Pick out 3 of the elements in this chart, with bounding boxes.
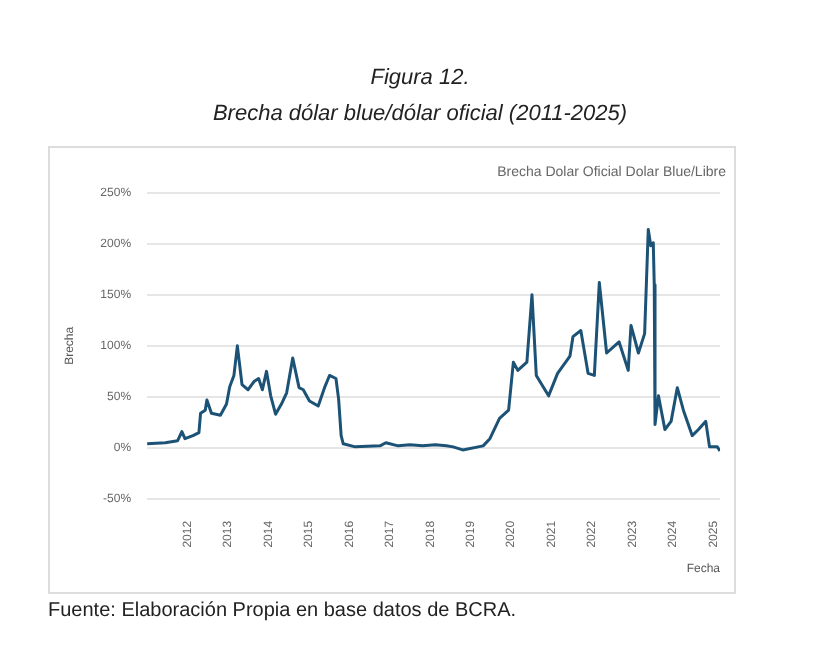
text: Figura 12. — [368, 66, 472, 90]
source-note: Fuente: Elaboración Propia en base datos de BCRA. — [48, 600, 517, 622]
text: Brecha dólar blue/dólar oficial (2011-2025) — [210, 102, 630, 126]
